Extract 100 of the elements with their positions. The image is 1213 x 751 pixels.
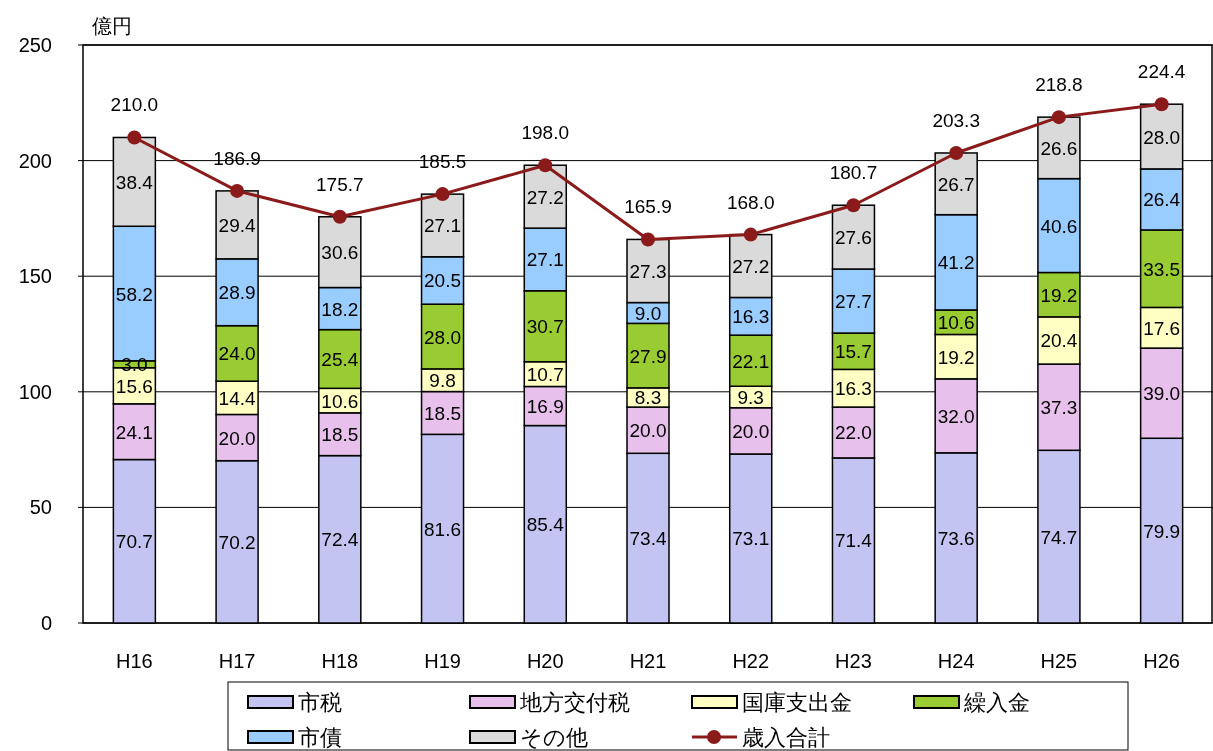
point	[949, 145, 964, 160]
data-label: 73.6	[937, 527, 975, 549]
data-label: 18.2	[321, 298, 359, 320]
x-tick-label: H25	[1040, 650, 1078, 672]
data-label: 9.3	[737, 387, 764, 408]
x-tick-label: H23	[835, 650, 872, 672]
data-label: 30.6	[321, 242, 359, 264]
data-label: 27.1	[526, 249, 564, 271]
y-tick-label: 150	[18, 265, 52, 288]
point	[1051, 110, 1066, 125]
y-tick-label: 50	[29, 496, 52, 519]
data-label: 70.7	[115, 531, 153, 553]
data-label: 81.6	[424, 518, 462, 540]
x-tick-label: H24	[937, 650, 975, 672]
data-label: 38.4	[115, 171, 154, 193]
legend-label: 国庫支出金	[742, 690, 852, 715]
data-label: 27.7	[834, 291, 872, 313]
data-label: 26.4	[1143, 189, 1181, 211]
data-label: 71.4	[834, 530, 873, 552]
data-label: 29.4	[218, 214, 257, 236]
x-tick-label: H22	[732, 650, 770, 672]
y-tick-label: 200	[18, 149, 52, 172]
x-tick-label: H26	[1143, 650, 1180, 672]
data-label: 18.5	[321, 424, 359, 446]
point	[641, 232, 655, 247]
data-label: 224.4	[1137, 61, 1186, 83]
y-tick-label: 250	[18, 34, 52, 56]
data-label: 79.9	[1143, 520, 1181, 542]
legend-label: 繰入金	[963, 690, 1030, 715]
x-tick-label: H20	[526, 650, 564, 672]
data-label: 20.0	[629, 420, 667, 442]
data-label: 22.1	[732, 350, 770, 372]
data-label: 9.0	[634, 302, 662, 324]
y-axis-title: 億円	[92, 15, 132, 37]
data-label: 30.7	[526, 316, 564, 338]
data-label: 10.6	[321, 390, 359, 412]
data-label: 58.2	[115, 283, 153, 305]
data-label: 9.8	[429, 370, 456, 392]
data-label: 28.0	[424, 326, 462, 348]
data-label: 22.0	[834, 422, 872, 444]
data-label: 27.2	[526, 186, 564, 208]
data-label: 32.0	[937, 405, 975, 427]
data-label: 20.0	[732, 420, 770, 442]
x-tick-label: H17	[218, 650, 256, 672]
data-label: 70.2	[218, 531, 256, 553]
data-label: 33.5	[1143, 258, 1181, 280]
point	[846, 198, 861, 213]
legend-label: 地方交付税	[519, 690, 630, 715]
point	[1154, 97, 1169, 112]
legend-label: 歳入合計	[742, 725, 830, 750]
data-label: 16.3	[834, 378, 872, 400]
data-label: 16.3	[732, 306, 770, 328]
data-label: 27.2	[732, 256, 770, 278]
data-label: 37.3	[1040, 397, 1078, 419]
legend-label: その他	[520, 725, 588, 750]
point	[332, 209, 347, 224]
data-label: 10.6	[937, 312, 975, 334]
data-label: 28.9	[218, 282, 256, 304]
point	[127, 130, 142, 145]
data-label: 25.4	[321, 348, 359, 370]
data-label: 27.6	[834, 227, 872, 249]
data-label: 27.1	[424, 215, 462, 237]
data-label: 27.9	[629, 345, 667, 367]
x-tick-label: H21	[629, 650, 667, 672]
data-label: 20.5	[424, 270, 462, 292]
data-label: 41.2	[937, 252, 975, 274]
data-label: 15.6	[115, 375, 153, 397]
x-tick-label: H19	[424, 650, 461, 672]
data-label: 26.6	[1040, 137, 1078, 159]
data-label: 74.7	[1040, 526, 1078, 548]
data-label: 40.6	[1040, 215, 1078, 237]
data-label: 16.9	[526, 396, 564, 418]
x-tick-label: H16	[116, 650, 153, 672]
data-label: 27.3	[629, 261, 667, 282]
x-tick-label: H18	[321, 650, 359, 672]
point	[435, 187, 450, 202]
data-label: 10.7	[526, 364, 564, 386]
data-label: 85.4	[526, 514, 565, 536]
data-label: 19.2	[1040, 284, 1078, 306]
data-label: 210.0	[110, 94, 159, 116]
data-label: 20.0	[218, 427, 256, 449]
data-label: 24.0	[218, 343, 256, 365]
data-label: 39.0	[1143, 383, 1181, 405]
data-label: 72.4	[321, 529, 359, 551]
legend-label: 市債	[298, 725, 342, 750]
data-label: 15.7	[834, 341, 872, 363]
y-tick-label: 100	[18, 380, 52, 403]
y-tick-label: 0	[40, 612, 52, 634]
data-label: 20.4	[1040, 330, 1078, 352]
data-label: 24.1	[115, 421, 153, 443]
data-label: 14.4	[218, 387, 257, 409]
point	[743, 227, 758, 242]
data-label: 198.0	[521, 122, 570, 144]
data-label: 180.7	[829, 162, 878, 184]
data-label: 28.0	[1143, 126, 1181, 148]
data-label: 8.3	[634, 387, 662, 409]
point	[230, 183, 245, 198]
point	[538, 158, 553, 173]
data-label: 17.6	[1143, 317, 1181, 339]
data-label: 73.4	[629, 528, 667, 550]
